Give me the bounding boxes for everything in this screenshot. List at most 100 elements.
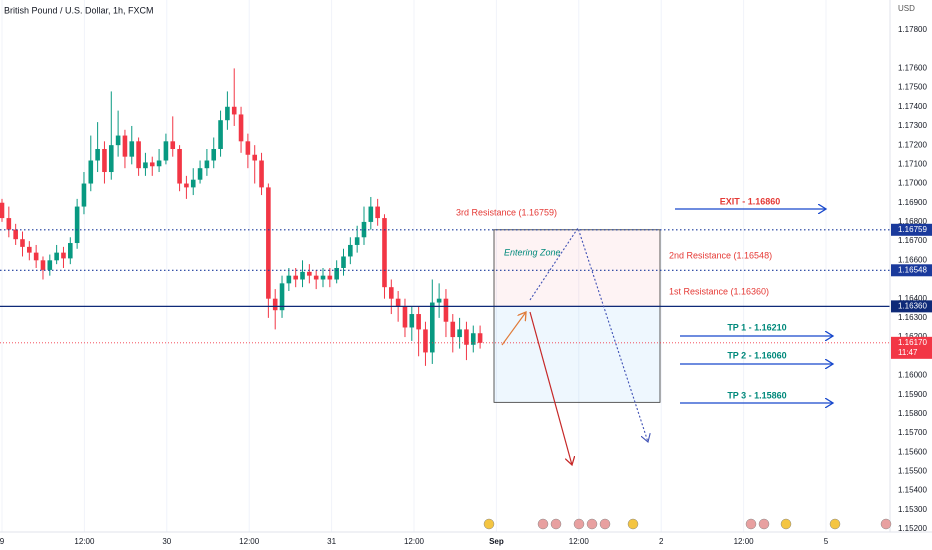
y-tick-label: 1.15600 — [898, 447, 927, 456]
candle-body — [450, 321, 456, 338]
candle-body — [341, 256, 346, 268]
resistance-zone — [493, 229, 661, 307]
y-tick-label: 1.16700 — [898, 236, 927, 245]
price-tag-label: 1.16759 — [898, 225, 927, 234]
y-tick-label: 1.16600 — [898, 255, 927, 264]
candle-body — [177, 148, 182, 184]
y-tick-label: 1.17500 — [898, 83, 927, 92]
y-tick-label: 1.17800 — [898, 25, 927, 34]
y-tick-label: 1.16900 — [898, 198, 927, 207]
levels — [0, 229, 890, 344]
event-icon — [483, 518, 495, 530]
candle-body — [170, 141, 176, 149]
x-tick-label: 12:00 — [74, 537, 95, 546]
event-icon — [758, 518, 770, 530]
tp1-label: TP 1 - 1.16210 — [727, 322, 786, 332]
candle-body — [477, 333, 483, 343]
drop-arrow — [529, 311, 572, 465]
y-tick-label: 1.15500 — [898, 467, 927, 476]
x-tick-label: 12:00 — [239, 537, 260, 546]
candle-body — [47, 260, 53, 270]
tp2-label: TP 2 - 1.16060 — [727, 350, 786, 360]
target-zone — [493, 305, 661, 403]
candle-body — [225, 106, 230, 121]
candle-body — [259, 160, 264, 188]
candle-body — [443, 298, 449, 322]
candle-body — [286, 275, 292, 284]
entry-arrow — [501, 312, 526, 346]
zone-label: Entering Zone — [504, 247, 561, 257]
candle-body — [389, 287, 394, 299]
candle-body — [231, 106, 237, 115]
candle-body — [327, 275, 333, 280]
price-tag — [891, 300, 932, 313]
candle-body — [102, 148, 107, 173]
x-axis: 9 12:00 30 12:00 31 12:00 Sep 12:00 2 12:00 5 — [0, 537, 829, 546]
candle-body — [409, 314, 415, 328]
candle-body — [129, 141, 135, 157]
candle-body — [61, 252, 66, 259]
candle-body — [429, 302, 435, 353]
candle-body — [136, 141, 141, 169]
y-tick-label: 1.15400 — [898, 486, 927, 495]
event-icon — [599, 518, 611, 530]
zones — [493, 229, 661, 403]
y-tick-label: 1.17100 — [898, 159, 927, 168]
y-tick-label: 1.17200 — [898, 140, 927, 149]
candle-body — [307, 271, 312, 276]
candle-body — [252, 154, 258, 161]
resistance-3-label: 3rd Resistance (1.16759) — [456, 207, 557, 217]
exit-label: EXIT - 1.16860 — [720, 196, 781, 206]
x-tick-label: Sep — [489, 537, 504, 546]
resistance-1-label: 1st Resistance (1.16360) — [669, 286, 769, 296]
candle-body — [122, 135, 128, 157]
price-tag — [891, 264, 932, 277]
event-icon — [780, 518, 792, 530]
candle-body — [190, 179, 196, 188]
event-icon — [550, 518, 562, 530]
candle-body — [266, 187, 271, 299]
chart-title: British Pound / U.S. Dollar, 1h, FXCM — [4, 5, 154, 15]
x-tick-label: 2 — [659, 537, 664, 546]
event-icon — [880, 518, 892, 530]
candle-body — [395, 298, 401, 307]
candle-body — [6, 218, 12, 230]
y-tick-label: 1.15200 — [898, 524, 927, 533]
candle-body — [204, 160, 210, 169]
candle-body — [375, 206, 380, 219]
tp3-label: TP 3 - 1.15860 — [727, 390, 786, 400]
candle-body — [368, 206, 374, 222]
candle-body — [470, 333, 476, 345]
y-tick-label: 1.16300 — [898, 313, 927, 322]
event-icon — [573, 518, 585, 530]
candle-body — [95, 148, 100, 161]
y-tick-label: 1.15800 — [898, 409, 927, 418]
candle-body — [81, 183, 87, 207]
event-icon — [537, 518, 549, 530]
candle-body — [354, 237, 360, 245]
event-icon — [745, 518, 757, 530]
y-tick-label: 1.15300 — [898, 505, 927, 514]
candle-body — [279, 283, 285, 311]
price-tag — [891, 223, 932, 236]
candle-body — [464, 329, 469, 345]
candle-body — [436, 298, 442, 303]
candle-body — [238, 114, 244, 142]
grid — [1, 0, 827, 532]
candle-body — [313, 275, 319, 280]
x-tick-label: 30 — [162, 537, 171, 546]
candle-body — [211, 148, 217, 161]
y-tick-label: 1.15900 — [898, 390, 927, 399]
event-icon — [627, 518, 639, 530]
x-tick-label: 5 — [824, 537, 829, 546]
candle-body — [272, 298, 278, 311]
y-tick-label: 1.17400 — [898, 102, 927, 111]
y-tick-label: 1.16000 — [898, 371, 927, 380]
candle-body — [457, 329, 462, 338]
candle-body — [361, 221, 367, 238]
candle-body — [88, 160, 94, 184]
candle-body — [68, 243, 73, 259]
y-axis: 1.17800 1.17600 1.17500 1.17400 1.17300 1.172… — [891, 25, 932, 533]
candle-body — [382, 218, 387, 288]
